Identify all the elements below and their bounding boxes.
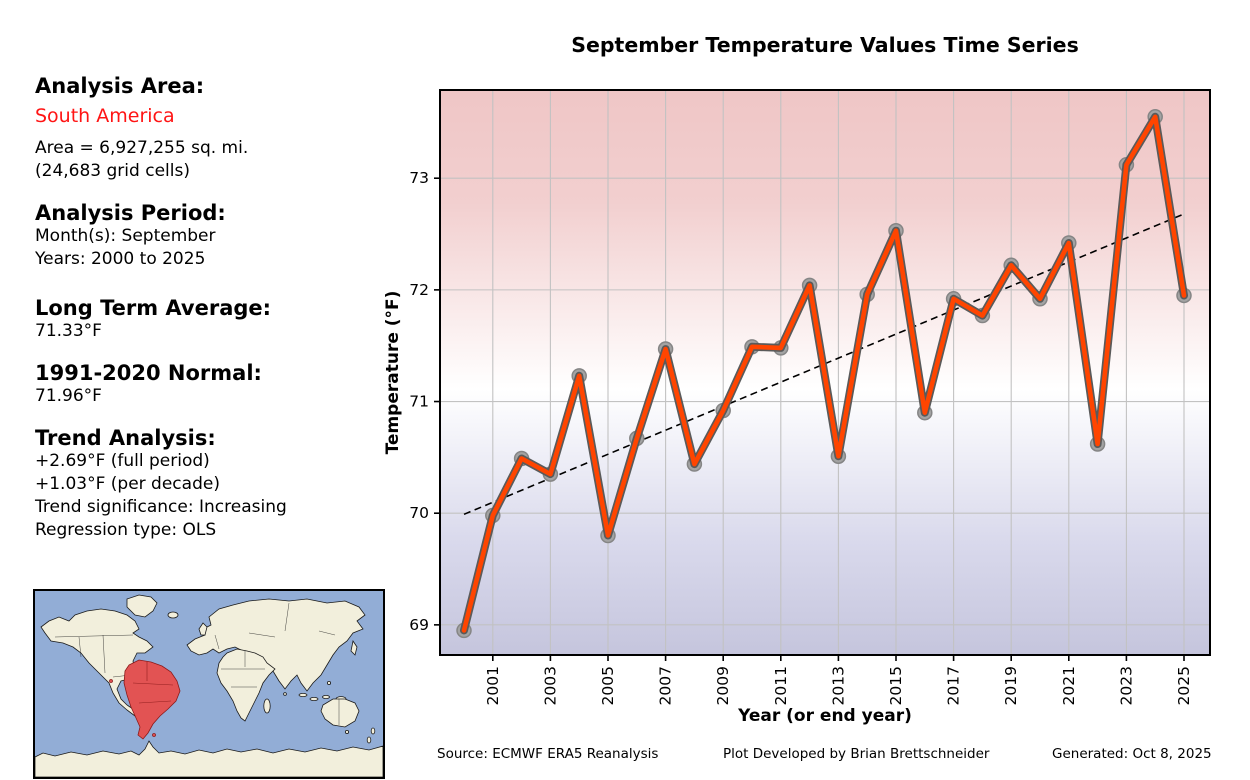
- trend-line: [463, 213, 1185, 516]
- months-text: Month(s): September: [35, 226, 216, 246]
- footer-source: Source: ECMWF ERA5 Reanalysis: [437, 746, 659, 762]
- continent-australia: [320, 698, 360, 728]
- x-tick-label: 2009: [714, 666, 732, 705]
- x-tick-label: 2023: [1117, 666, 1135, 705]
- footer-developer: Plot Developed by Brian Brettschneider: [723, 746, 990, 762]
- y-tick-label: 71: [409, 393, 429, 411]
- grid-cells-text: (24,683 grid cells): [35, 161, 190, 181]
- y-axis-label: Temperature (°F): [383, 291, 403, 455]
- region-south-america-highlight: [123, 659, 181, 740]
- y-tick-label: 70: [409, 504, 429, 522]
- country-border: [78, 636, 82, 658]
- world-map-svg: [35, 591, 383, 777]
- island-greenland: [126, 594, 158, 618]
- x-tick-label: 2015: [887, 666, 905, 705]
- plot-frame: [439, 89, 1211, 656]
- x-axis-label: Year (or end year): [737, 706, 912, 726]
- trend-analysis-label: Trend Analysis:: [35, 426, 216, 450]
- x-tick-label: 2013: [829, 666, 847, 705]
- x-tick-label: 2005: [599, 666, 617, 705]
- regression-type: Regression type: OLS: [35, 520, 217, 540]
- island-tasmania: [344, 729, 349, 734]
- continent-antarctica: [35, 740, 383, 777]
- island-falklands-highlight: [152, 733, 156, 737]
- x-tick-label: 2001: [484, 666, 502, 705]
- y-tick-label: 69: [409, 616, 429, 634]
- world-map: [33, 589, 385, 779]
- country-border: [248, 632, 276, 638]
- analysis-area-label: Analysis Area:: [35, 74, 205, 98]
- country-border-south-america: [132, 682, 174, 686]
- country-border: [214, 634, 220, 650]
- country-border-south-america: [138, 700, 172, 704]
- long-term-average-value: 71.33°F: [35, 321, 102, 341]
- country-border: [102, 634, 106, 674]
- x-tick-label: 2017: [945, 666, 963, 705]
- y-tick-label: 73: [409, 169, 429, 187]
- x-tick-label: 2007: [657, 666, 675, 705]
- island-indonesia: [309, 697, 319, 702]
- trend-full-period: +2.69°F (full period): [35, 451, 210, 471]
- island-galapagos-highlight: [109, 679, 113, 683]
- island-indonesia: [298, 693, 308, 698]
- area-size-text: Area = 6,927,255 sq. mi.: [35, 138, 249, 158]
- analysis-area-value: South America: [35, 105, 175, 127]
- island-new-zealand: [366, 736, 372, 744]
- country-border: [284, 602, 290, 632]
- island-philippines: [326, 681, 331, 686]
- island-britain: [198, 622, 208, 636]
- island-madagascar: [263, 698, 271, 714]
- island-sri-lanka: [283, 692, 287, 696]
- x-tick-label: 2021: [1060, 666, 1078, 705]
- trend-significance: Trend significance: Increasing: [35, 497, 287, 517]
- footer-generated: Generated: Oct 8, 2025: [1052, 746, 1212, 762]
- country-border: [54, 634, 134, 638]
- x-tick-label: 2011: [772, 666, 790, 705]
- long-term-average-label: Long Term Average:: [35, 296, 272, 320]
- continent-africa: [216, 648, 276, 722]
- analysis-period-label: Analysis Period:: [35, 201, 226, 225]
- y-tick-label: 72: [409, 281, 429, 299]
- country-border: [318, 630, 336, 636]
- island-japan: [350, 639, 358, 656]
- analysis-sidebar: Analysis Area: South America Area = 6,92…: [35, 74, 395, 542]
- trend-per-decade: +1.03°F (per decade): [35, 474, 220, 494]
- normal-value: 71.96°F: [35, 386, 102, 406]
- x-tick-label: 2019: [1002, 666, 1020, 705]
- normal-label: 1991-2020 Normal:: [35, 361, 262, 385]
- x-tick-label: 2003: [541, 666, 559, 705]
- temperature-line: [461, 114, 1187, 633]
- island-new-zealand: [370, 727, 376, 735]
- island-iceland: [167, 611, 179, 619]
- years-text: Years: 2000 to 2025: [35, 249, 206, 269]
- x-tick-label: 2025: [1175, 666, 1193, 705]
- chart-title: September Temperature Values Time Series: [571, 33, 1079, 57]
- island-indonesia: [322, 695, 330, 700]
